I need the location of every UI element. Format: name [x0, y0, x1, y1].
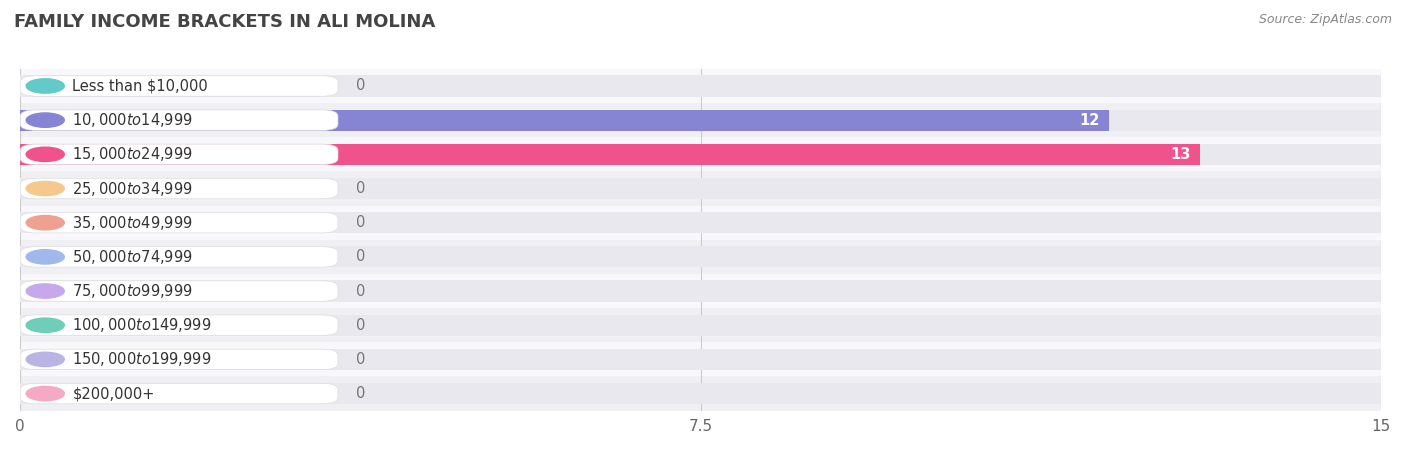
Bar — [20, 240, 1381, 274]
FancyBboxPatch shape — [20, 247, 337, 267]
Circle shape — [27, 352, 65, 366]
Text: $200,000+: $200,000+ — [73, 386, 155, 401]
Bar — [20, 308, 1381, 342]
Text: $35,000 to $49,999: $35,000 to $49,999 — [73, 214, 193, 232]
Text: Less than $10,000: Less than $10,000 — [73, 79, 208, 93]
Circle shape — [27, 147, 65, 162]
Bar — [20, 342, 1381, 377]
Circle shape — [27, 284, 65, 298]
FancyBboxPatch shape — [20, 144, 337, 165]
Text: 0: 0 — [356, 181, 366, 196]
Text: 12: 12 — [1080, 113, 1099, 128]
Bar — [20, 274, 1381, 308]
FancyBboxPatch shape — [20, 315, 337, 335]
Bar — [20, 172, 1381, 206]
Bar — [20, 137, 1381, 172]
Text: 0: 0 — [356, 79, 366, 93]
Text: 0: 0 — [356, 386, 366, 401]
Circle shape — [27, 318, 65, 332]
Text: $75,000 to $99,999: $75,000 to $99,999 — [73, 282, 193, 300]
Text: $100,000 to $149,999: $100,000 to $149,999 — [73, 316, 212, 334]
Text: 0: 0 — [356, 249, 366, 264]
Bar — [20, 315, 1381, 336]
Text: $150,000 to $199,999: $150,000 to $199,999 — [73, 350, 212, 368]
Circle shape — [27, 113, 65, 128]
Circle shape — [27, 79, 65, 93]
Circle shape — [27, 387, 65, 401]
Text: $50,000 to $74,999: $50,000 to $74,999 — [73, 248, 193, 266]
Bar — [20, 110, 1109, 131]
FancyBboxPatch shape — [20, 178, 337, 199]
FancyBboxPatch shape — [20, 110, 337, 130]
Text: 13: 13 — [1170, 147, 1191, 162]
Bar — [20, 212, 1381, 233]
Text: $25,000 to $34,999: $25,000 to $34,999 — [73, 180, 193, 198]
Bar — [20, 206, 1381, 240]
Bar — [20, 110, 1381, 131]
Text: $15,000 to $24,999: $15,000 to $24,999 — [73, 145, 193, 163]
Circle shape — [27, 181, 65, 196]
Bar — [20, 383, 1381, 404]
Circle shape — [27, 216, 65, 230]
FancyBboxPatch shape — [20, 76, 337, 96]
Text: $10,000 to $14,999: $10,000 to $14,999 — [73, 111, 193, 129]
Text: 0: 0 — [356, 215, 366, 230]
Bar — [20, 103, 1381, 137]
Bar — [20, 69, 1381, 103]
Bar — [20, 377, 1381, 411]
Bar — [20, 178, 1381, 199]
Bar — [20, 144, 1199, 165]
FancyBboxPatch shape — [20, 212, 337, 233]
Bar — [20, 349, 1381, 370]
FancyBboxPatch shape — [20, 383, 337, 404]
FancyBboxPatch shape — [20, 281, 337, 301]
Text: Source: ZipAtlas.com: Source: ZipAtlas.com — [1258, 13, 1392, 26]
Text: 0: 0 — [356, 352, 366, 367]
Bar — [20, 281, 1381, 302]
FancyBboxPatch shape — [20, 349, 337, 370]
Bar — [20, 246, 1381, 268]
Text: 0: 0 — [356, 283, 366, 299]
Circle shape — [27, 250, 65, 264]
Bar — [20, 144, 1381, 165]
Text: 0: 0 — [356, 318, 366, 333]
Bar — [20, 75, 1381, 97]
Text: FAMILY INCOME BRACKETS IN ALI MOLINA: FAMILY INCOME BRACKETS IN ALI MOLINA — [14, 13, 436, 31]
